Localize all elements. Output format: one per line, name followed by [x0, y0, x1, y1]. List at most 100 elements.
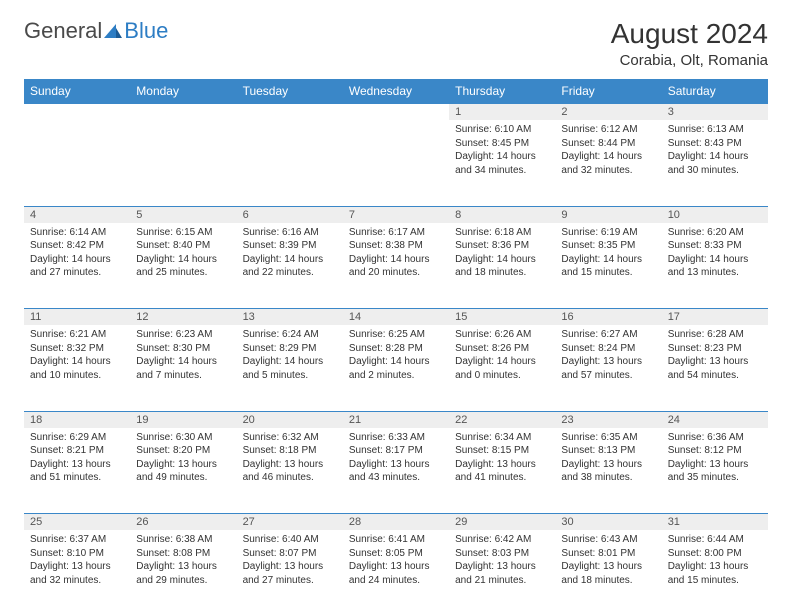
title-block: August 2024 Corabia, Olt, Romania: [611, 18, 768, 69]
day-cell: Sunrise: 6:36 AMSunset: 8:12 PMDaylight:…: [662, 428, 768, 514]
day-cell: Sunrise: 6:38 AMSunset: 8:08 PMDaylight:…: [130, 530, 236, 616]
logo: General Blue: [24, 18, 168, 44]
day-cell: Sunrise: 6:35 AMSunset: 8:13 PMDaylight:…: [555, 428, 661, 514]
day-number: 30: [555, 514, 661, 531]
daylight: Daylight: 13 hours and 54 minutes.: [668, 355, 762, 382]
calendar-table: SundayMondayTuesdayWednesdayThursdayFrid…: [24, 79, 768, 616]
daylight: Daylight: 14 hours and 13 minutes.: [668, 253, 762, 280]
sunset: Sunset: 8:43 PM: [668, 137, 762, 151]
day-number: 6: [237, 206, 343, 223]
sunrise: Sunrise: 6:13 AM: [668, 123, 762, 137]
daylight: Daylight: 14 hours and 5 minutes.: [243, 355, 337, 382]
daylight: Daylight: 14 hours and 20 minutes.: [349, 253, 443, 280]
sunset: Sunset: 8:42 PM: [30, 239, 124, 253]
day-cell: Sunrise: 6:13 AMSunset: 8:43 PMDaylight:…: [662, 120, 768, 206]
sunrise: Sunrise: 6:42 AM: [455, 533, 549, 547]
day-cell: Sunrise: 6:21 AMSunset: 8:32 PMDaylight:…: [24, 325, 130, 411]
week-number-row: 25262728293031: [24, 514, 768, 531]
day-cell: Sunrise: 6:42 AMSunset: 8:03 PMDaylight:…: [449, 530, 555, 616]
sunset: Sunset: 8:18 PM: [243, 444, 337, 458]
daylight: Daylight: 13 hours and 24 minutes.: [349, 560, 443, 587]
day-cell: Sunrise: 6:43 AMSunset: 8:01 PMDaylight:…: [555, 530, 661, 616]
sunset: Sunset: 8:35 PM: [561, 239, 655, 253]
sunrise: Sunrise: 6:33 AM: [349, 431, 443, 445]
daylight: Daylight: 13 hours and 49 minutes.: [136, 458, 230, 485]
day-number: 21: [343, 411, 449, 428]
sunrise: Sunrise: 6:20 AM: [668, 226, 762, 240]
daylight: Daylight: 14 hours and 25 minutes.: [136, 253, 230, 280]
day-cell: Sunrise: 6:10 AMSunset: 8:45 PMDaylight:…: [449, 120, 555, 206]
sunrise: Sunrise: 6:43 AM: [561, 533, 655, 547]
day-number: [343, 104, 449, 121]
daylight: Daylight: 14 hours and 7 minutes.: [136, 355, 230, 382]
day-header: Thursday: [449, 79, 555, 104]
day-cell: Sunrise: 6:40 AMSunset: 8:07 PMDaylight:…: [237, 530, 343, 616]
day-cell: Sunrise: 6:27 AMSunset: 8:24 PMDaylight:…: [555, 325, 661, 411]
day-header: Wednesday: [343, 79, 449, 104]
week-number-row: 45678910: [24, 206, 768, 223]
day-number: 27: [237, 514, 343, 531]
day-number: 29: [449, 514, 555, 531]
daylight: Daylight: 14 hours and 32 minutes.: [561, 150, 655, 177]
day-cell: Sunrise: 6:23 AMSunset: 8:30 PMDaylight:…: [130, 325, 236, 411]
sunrise: Sunrise: 6:17 AM: [349, 226, 443, 240]
sunrise: Sunrise: 6:27 AM: [561, 328, 655, 342]
sunset: Sunset: 8:05 PM: [349, 547, 443, 561]
day-number: 22: [449, 411, 555, 428]
sunrise: Sunrise: 6:24 AM: [243, 328, 337, 342]
sunset: Sunset: 8:29 PM: [243, 342, 337, 356]
day-number: [24, 104, 130, 121]
sunrise: Sunrise: 6:15 AM: [136, 226, 230, 240]
day-number: 19: [130, 411, 236, 428]
day-cell: [130, 120, 236, 206]
day-cell: Sunrise: 6:44 AMSunset: 8:00 PMDaylight:…: [662, 530, 768, 616]
day-number: 24: [662, 411, 768, 428]
sunrise: Sunrise: 6:44 AM: [668, 533, 762, 547]
day-cell: Sunrise: 6:15 AMSunset: 8:40 PMDaylight:…: [130, 223, 236, 309]
daylight: Daylight: 13 hours and 51 minutes.: [30, 458, 124, 485]
day-cell: Sunrise: 6:34 AMSunset: 8:15 PMDaylight:…: [449, 428, 555, 514]
week-number-row: 18192021222324: [24, 411, 768, 428]
sunrise: Sunrise: 6:37 AM: [30, 533, 124, 547]
day-number: 7: [343, 206, 449, 223]
day-cell: Sunrise: 6:41 AMSunset: 8:05 PMDaylight:…: [343, 530, 449, 616]
day-cell: Sunrise: 6:18 AMSunset: 8:36 PMDaylight:…: [449, 223, 555, 309]
day-cell: Sunrise: 6:19 AMSunset: 8:35 PMDaylight:…: [555, 223, 661, 309]
day-number: 18: [24, 411, 130, 428]
daylight: Daylight: 13 hours and 15 minutes.: [668, 560, 762, 587]
daylight: Daylight: 14 hours and 22 minutes.: [243, 253, 337, 280]
sunrise: Sunrise: 6:26 AM: [455, 328, 549, 342]
sunset: Sunset: 8:26 PM: [455, 342, 549, 356]
day-number: 14: [343, 309, 449, 326]
location: Corabia, Olt, Romania: [611, 52, 768, 69]
day-number: 8: [449, 206, 555, 223]
day-number: 12: [130, 309, 236, 326]
sunset: Sunset: 8:15 PM: [455, 444, 549, 458]
week-data-row: Sunrise: 6:29 AMSunset: 8:21 PMDaylight:…: [24, 428, 768, 514]
sunrise: Sunrise: 6:14 AM: [30, 226, 124, 240]
day-header: Monday: [130, 79, 236, 104]
day-cell: Sunrise: 6:24 AMSunset: 8:29 PMDaylight:…: [237, 325, 343, 411]
day-number: 1: [449, 104, 555, 121]
day-number: 25: [24, 514, 130, 531]
day-cell: Sunrise: 6:17 AMSunset: 8:38 PMDaylight:…: [343, 223, 449, 309]
day-number: 15: [449, 309, 555, 326]
day-number: 10: [662, 206, 768, 223]
sunset: Sunset: 8:03 PM: [455, 547, 549, 561]
day-cell: Sunrise: 6:16 AMSunset: 8:39 PMDaylight:…: [237, 223, 343, 309]
header: General Blue August 2024 Corabia, Olt, R…: [24, 18, 768, 69]
logo-triangle-icon: [104, 24, 122, 38]
month-title: August 2024: [611, 18, 768, 50]
daylight: Daylight: 13 hours and 38 minutes.: [561, 458, 655, 485]
sunset: Sunset: 8:07 PM: [243, 547, 337, 561]
day-cell: Sunrise: 6:29 AMSunset: 8:21 PMDaylight:…: [24, 428, 130, 514]
daylight: Daylight: 14 hours and 2 minutes.: [349, 355, 443, 382]
day-header: Sunday: [24, 79, 130, 104]
day-header: Tuesday: [237, 79, 343, 104]
day-number: 20: [237, 411, 343, 428]
week-data-row: Sunrise: 6:14 AMSunset: 8:42 PM Daylight:…: [24, 223, 768, 309]
sunset: Sunset: 8:00 PM: [668, 547, 762, 561]
day-header-row: SundayMondayTuesdayWednesdayThursdayFrid…: [24, 79, 768, 104]
sunrise: Sunrise: 6:35 AM: [561, 431, 655, 445]
daylight: Daylight: 13 hours and 35 minutes.: [668, 458, 762, 485]
